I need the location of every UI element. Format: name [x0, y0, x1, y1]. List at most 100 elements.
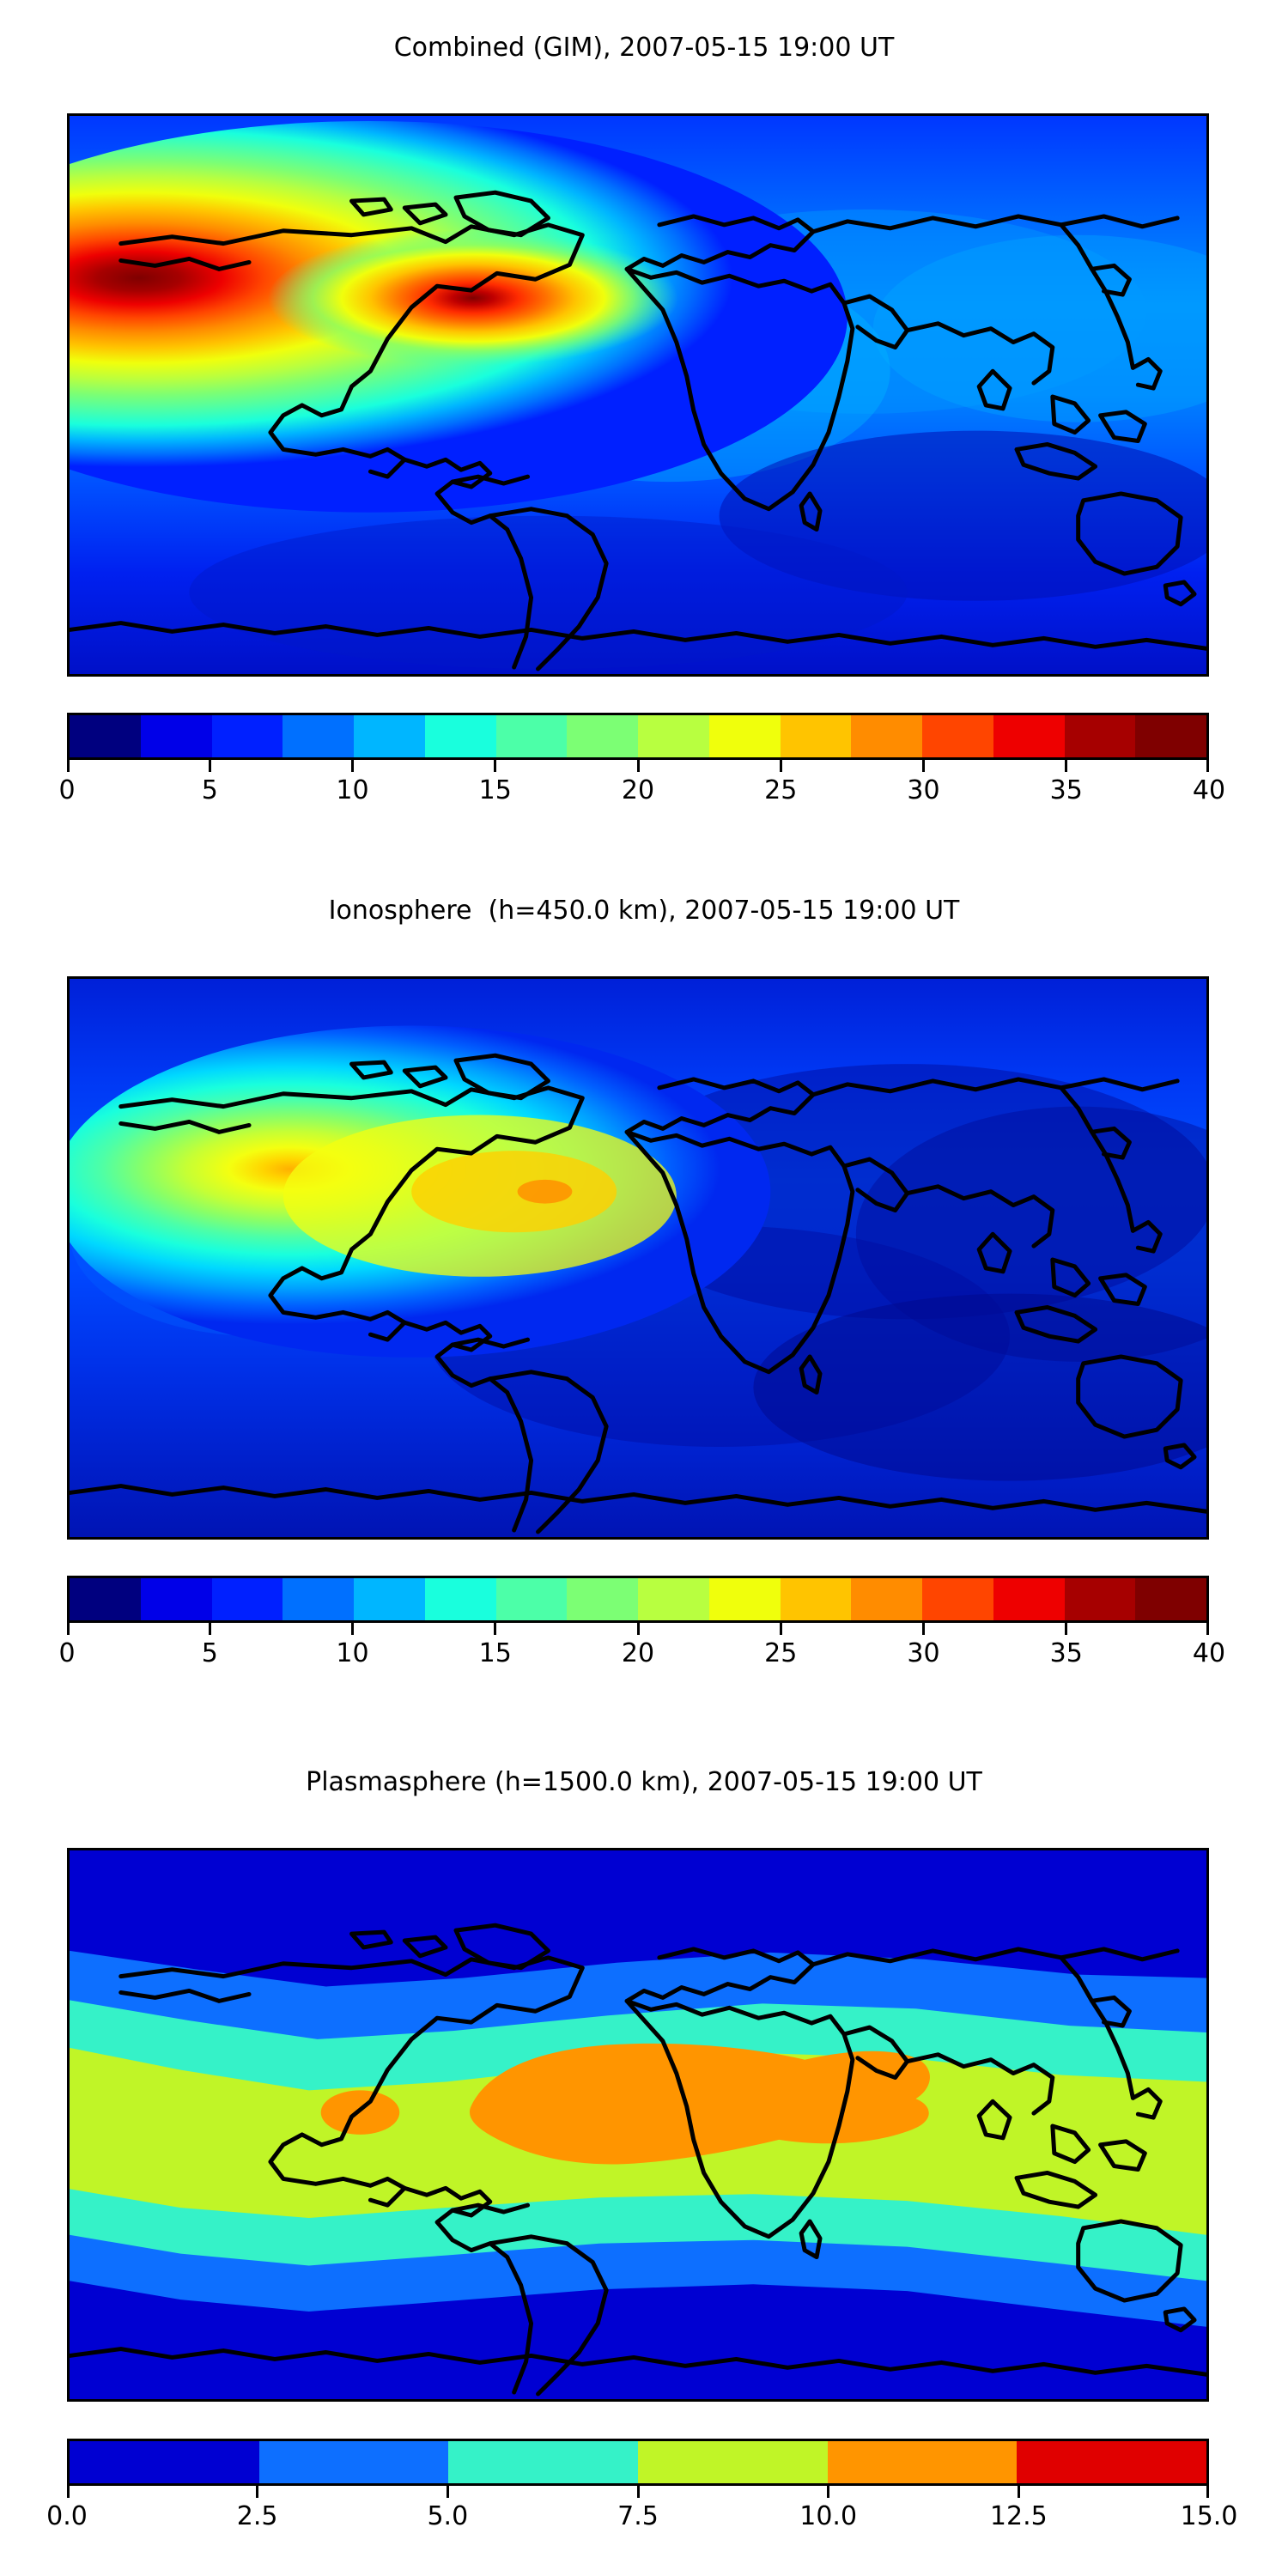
- colorbar-tick: [351, 1623, 354, 1635]
- colorbar-tick-label: 35: [1049, 775, 1083, 805]
- colorbar-tick: [1017, 2486, 1020, 2498]
- colorbar-segment: [1017, 2441, 1206, 2483]
- colorbar-tick: [1206, 1623, 1209, 1635]
- colorbar-segment: [1064, 1578, 1136, 1620]
- colorbar-segment: [283, 715, 354, 757]
- colorbar-segment: [283, 1578, 354, 1620]
- colorbar-tick: [67, 2486, 70, 2498]
- colorbar-tick-label: 20: [621, 1638, 655, 1668]
- colorbar-segment: [827, 2441, 1018, 2483]
- colorbar-tick: [1206, 760, 1209, 772]
- colorbar-segment: [354, 1578, 425, 1620]
- panel-ionosphere: Ionosphere (h=450.0 km), 2007-05-15 19:0…: [0, 859, 1288, 1726]
- colorbar-tick-label: 30: [907, 1638, 940, 1668]
- colorbar-tick: [779, 760, 782, 772]
- colorbar-axis-combined-gim: 0 5 10 15 20 25 30 35 40: [58, 760, 1225, 820]
- panel-title-ionosphere: Ionosphere (h=450.0 km), 2007-05-15 19:0…: [328, 896, 960, 926]
- map-ionosphere: [67, 976, 1209, 1540]
- colorbar-segment: [70, 2441, 259, 2483]
- colorbar-segment: [993, 1578, 1065, 1620]
- colorbar-segment: [922, 715, 993, 757]
- colorbar-tick: [922, 1623, 925, 1635]
- colorbar-segment: [211, 715, 283, 757]
- colorbar-tick: [827, 2486, 830, 2498]
- colorbar-tick: [1065, 760, 1068, 772]
- colorbar-gradient-ionosphere: [67, 1576, 1209, 1623]
- colorbar-segment: [424, 1578, 496, 1620]
- colorbar-tick-label: 5.0: [427, 2501, 469, 2531]
- colorbar-tick-label: 10: [336, 1638, 369, 1668]
- colorbar-tick-label: 15: [478, 775, 512, 805]
- colorbar-tick-label: 25: [764, 775, 798, 805]
- colorbar-tick-label: 30: [907, 775, 940, 805]
- colorbar-segment: [354, 715, 425, 757]
- colorbar-tick: [208, 760, 211, 772]
- colorbar-segment: [70, 1578, 141, 1620]
- map-plasmasphere: [67, 1848, 1209, 2402]
- colorbar-segment: [851, 715, 922, 757]
- map-canvas-ionosphere: [70, 979, 1206, 1537]
- colorbar-tick-label: 40: [1192, 1638, 1226, 1668]
- colorbar-segment: [708, 1578, 781, 1620]
- colorbar-tick-label: 7.5: [617, 2501, 659, 2531]
- panel-title-combined-gim: Combined (GIM), 2007-05-15 19:00 UT: [393, 33, 895, 63]
- colorbar-ionosphere: 0 5 10 15 20 25 30 35 40: [58, 1576, 1225, 1687]
- colorbar-segment: [851, 1578, 922, 1620]
- map-canvas-plasmasphere: [70, 1850, 1206, 2399]
- colorbar-segment: [424, 715, 496, 757]
- colorbar-tick: [208, 1623, 211, 1635]
- colorbar-segment: [1135, 1578, 1206, 1620]
- colorbar-segment: [567, 715, 638, 757]
- colorbar-tick: [1206, 2486, 1209, 2498]
- colorbar-segment: [140, 715, 212, 757]
- colorbar-tick: [494, 1623, 497, 1635]
- colorbar-segment: [638, 2441, 828, 2483]
- colorbar-tick: [256, 2486, 259, 2498]
- colorbar-tick-label: 5: [201, 775, 218, 805]
- panel-plasmasphere: Plasmasphere (h=1500.0 km), 2007-05-15 1…: [0, 1726, 1288, 2576]
- colorbar-tick: [494, 760, 497, 772]
- colorbar-tick: [67, 1623, 70, 1635]
- colorbar-tick: [922, 760, 925, 772]
- colorbar-tick: [67, 760, 70, 772]
- colorbar-segment: [495, 1578, 568, 1620]
- colorbar-gradient-combined-gim: [67, 713, 1209, 760]
- colorbar-tick: [446, 2486, 449, 2498]
- colorbar-gradient-plasmasphere: [67, 2439, 1209, 2486]
- colorbar-axis-plasmasphere: 0.0 2.5 5.0 7.5 10.0 12.5 15.0: [46, 2486, 1237, 2546]
- colorbar-segment: [567, 1578, 638, 1620]
- colorbar-tick-label: 15: [478, 1638, 512, 1668]
- panel-title-plasmasphere: Plasmasphere (h=1500.0 km), 2007-05-15 1…: [306, 1767, 982, 1797]
- colorbar-tick: [636, 2486, 640, 2498]
- colorbar-tick-label: 20: [621, 775, 655, 805]
- colorbar-tick: [351, 760, 354, 772]
- colorbar-tick-label: 10.0: [799, 2501, 858, 2531]
- colorbar-tick: [636, 760, 640, 772]
- colorbar-combined-gim: 0 5 10 15 20 25 30 35 40: [58, 713, 1225, 824]
- colorbar-tick-label: 40: [1192, 775, 1226, 805]
- colorbar-axis-ionosphere: 0 5 10 15 20 25 30 35 40: [58, 1623, 1225, 1683]
- colorbar-segment: [1064, 715, 1136, 757]
- colorbar-tick-label: 0.0: [46, 2501, 88, 2531]
- colorbar-tick-label: 10: [336, 775, 369, 805]
- colorbar-segment: [258, 2441, 449, 2483]
- colorbar-segment: [780, 715, 852, 757]
- colorbar-segment: [922, 1578, 993, 1620]
- panel-combined-gim: Combined (GIM), 2007-05-15 19:00 UT: [0, 0, 1288, 859]
- colorbar-segment: [638, 1578, 709, 1620]
- colorbar-tick-label: 0: [58, 1638, 76, 1668]
- colorbar-segment: [211, 1578, 283, 1620]
- colorbar-segment: [70, 715, 141, 757]
- colorbar-tick: [779, 1623, 782, 1635]
- map-combined-gim: [67, 113, 1209, 677]
- map-canvas-combined-gim: [70, 116, 1206, 674]
- colorbar-segment: [780, 1578, 852, 1620]
- colorbar-tick-label: 2.5: [236, 2501, 278, 2531]
- colorbar-segment: [495, 715, 568, 757]
- colorbar-tick-label: 35: [1049, 1638, 1083, 1668]
- colorbar-segment: [140, 1578, 212, 1620]
- colorbar-tick-label: 12.5: [989, 2501, 1048, 2531]
- colorbar-segment: [708, 715, 781, 757]
- colorbar-segment: [1135, 715, 1206, 757]
